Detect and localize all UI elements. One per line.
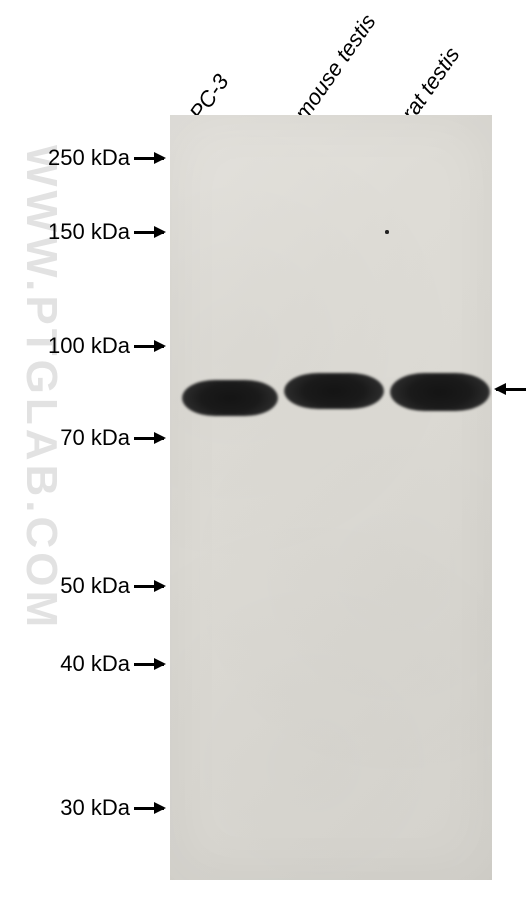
marker-150: 150 kDa xyxy=(48,219,164,245)
lane-label-3: rat testis xyxy=(396,42,465,125)
marker-100: 100 kDa xyxy=(48,333,164,359)
arrow-right-icon xyxy=(134,585,164,588)
artifact-speck xyxy=(385,230,389,234)
band-lane-2 xyxy=(284,373,384,409)
marker-column: 250 kDa 150 kDa 100 kDa 70 kDa 50 kDa 40… xyxy=(0,115,170,880)
arrow-right-icon xyxy=(134,231,164,234)
marker-label: 250 kDa xyxy=(48,145,130,171)
marker-50: 50 kDa xyxy=(60,573,164,599)
arrow-left-icon xyxy=(496,388,526,391)
band-lane-3 xyxy=(390,373,490,411)
marker-label: 150 kDa xyxy=(48,219,130,245)
blot-vignette xyxy=(170,115,492,880)
arrow-right-icon xyxy=(134,157,164,160)
lane-label-2: mouse testis xyxy=(289,9,381,125)
arrow-right-icon xyxy=(134,807,164,810)
arrow-right-icon xyxy=(134,663,164,666)
arrow-right-icon xyxy=(134,345,164,348)
marker-label: 40 kDa xyxy=(60,651,130,677)
marker-250: 250 kDa xyxy=(48,145,164,171)
band-lane-1 xyxy=(182,380,278,416)
figure-container: WWW.PTGLAB.COM PC-3 mouse testis rat tes… xyxy=(0,0,530,903)
marker-70: 70 kDa xyxy=(60,425,164,451)
lane-labels-group: PC-3 mouse testis rat testis xyxy=(170,0,510,115)
marker-label: 30 kDa xyxy=(60,795,130,821)
marker-label: 100 kDa xyxy=(48,333,130,359)
marker-40: 40 kDa xyxy=(60,651,164,677)
marker-label: 50 kDa xyxy=(60,573,130,599)
marker-30: 30 kDa xyxy=(60,795,164,821)
marker-label: 70 kDa xyxy=(60,425,130,451)
arrow-right-icon xyxy=(134,437,164,440)
blot-membrane xyxy=(170,115,492,880)
